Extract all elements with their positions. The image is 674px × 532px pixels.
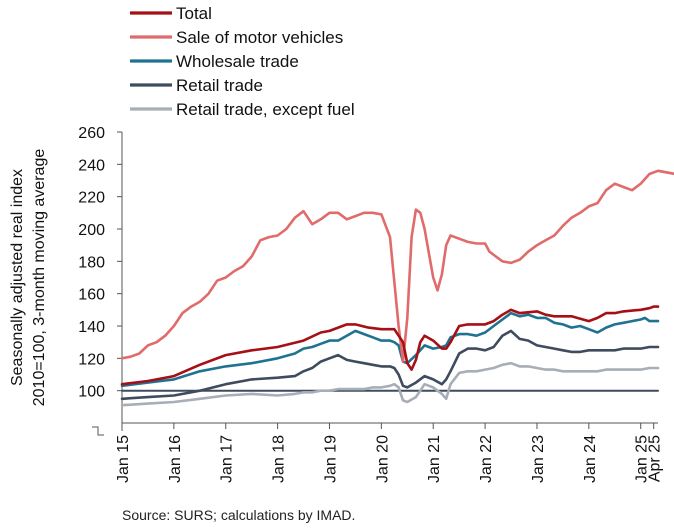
series-line-retail-trade-except-fuel <box>120 361 660 407</box>
y-tick-label: 140 <box>78 319 105 336</box>
x-tick-label: Jan 21 <box>426 435 443 483</box>
y-tick-label: 240 <box>78 157 105 174</box>
x-tick-label: Apr 25 <box>647 435 664 482</box>
x-tick-label: Jan 18 <box>271 435 288 483</box>
y-axis-label: Seasonally adjusted real index 2010=100, … <box>9 149 48 407</box>
x-tick-label: Jan 23 <box>530 435 547 483</box>
y-tick-label: 180 <box>78 254 105 271</box>
y-tick-label: 220 <box>78 190 105 207</box>
x-tick-label: Jan 15 <box>115 435 132 483</box>
y-axis: 260 240 220 200 180 160 140 120 100 <box>78 125 123 436</box>
legend: Total Sale of motor vehicles Wholesale tra… <box>130 4 355 119</box>
y-tick-label: 160 <box>78 287 105 304</box>
x-tick-label: Jan 24 <box>582 435 599 483</box>
x-tick-label: Jan 20 <box>374 435 391 483</box>
x-tick-label: Jan 25 <box>634 435 651 483</box>
legend-label: Retail trade <box>176 76 263 95</box>
x-tick-label: Jan 17 <box>219 435 236 483</box>
x-tick-label: Jan 19 <box>322 435 339 483</box>
x-tick-label: Jan 16 <box>167 435 184 483</box>
y-tick-label: 100 <box>78 384 105 401</box>
source-note: Source: SURS; calculations by IMAD. <box>122 507 356 523</box>
legend-label: Wholesale trade <box>176 52 299 71</box>
series-line-sale-of-motor-vehicles <box>120 169 674 363</box>
series-line-retail-trade <box>120 329 660 401</box>
x-axis: Jan 15 Jan 16 Jan 17 Jan 18 Jan 19 Jan 20 Jan … <box>115 422 664 483</box>
series-line-wholesale-trade <box>120 311 660 388</box>
legend-label: Retail trade, except fuel <box>176 100 355 119</box>
y-axis-label-line: Seasonally adjusted real index <box>9 169 26 386</box>
axis-break-mark <box>92 426 104 436</box>
y-tick-label: 260 <box>78 125 105 142</box>
legend-label: Total <box>176 4 212 23</box>
y-axis-label-line: 2010=100, 3-month moving average <box>31 149 48 407</box>
legend-label: Sale of motor vehicles <box>176 28 343 47</box>
y-tick-label: 200 <box>78 222 105 239</box>
series-line-total <box>120 305 660 386</box>
x-tick-label: Jan 22 <box>478 435 495 483</box>
y-tick-label: 120 <box>78 351 105 368</box>
plot-area <box>120 169 674 407</box>
